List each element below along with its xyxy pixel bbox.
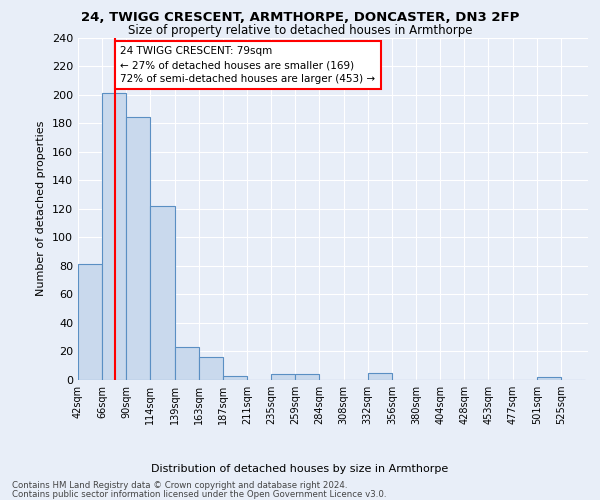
Text: Distribution of detached houses by size in Armthorpe: Distribution of detached houses by size … — [151, 464, 449, 474]
Bar — [175, 347, 199, 380]
Bar — [271, 374, 295, 380]
Bar — [536, 377, 561, 380]
Bar — [126, 118, 151, 380]
Text: 24 TWIGG CRESCENT: 79sqm
← 27% of detached houses are smaller (169)
72% of semi-: 24 TWIGG CRESCENT: 79sqm ← 27% of detach… — [120, 46, 376, 84]
Bar — [368, 373, 392, 380]
Text: Contains public sector information licensed under the Open Government Licence v3: Contains public sector information licen… — [12, 490, 386, 499]
Bar — [295, 374, 319, 380]
Bar — [78, 264, 102, 380]
Text: 24, TWIGG CRESCENT, ARMTHORPE, DONCASTER, DN3 2FP: 24, TWIGG CRESCENT, ARMTHORPE, DONCASTER… — [81, 11, 519, 24]
Bar — [199, 357, 223, 380]
Text: Size of property relative to detached houses in Armthorpe: Size of property relative to detached ho… — [128, 24, 472, 37]
Bar — [223, 376, 247, 380]
Bar — [151, 206, 175, 380]
Text: Contains HM Land Registry data © Crown copyright and database right 2024.: Contains HM Land Registry data © Crown c… — [12, 481, 347, 490]
Y-axis label: Number of detached properties: Number of detached properties — [37, 121, 46, 296]
Bar — [102, 93, 126, 380]
